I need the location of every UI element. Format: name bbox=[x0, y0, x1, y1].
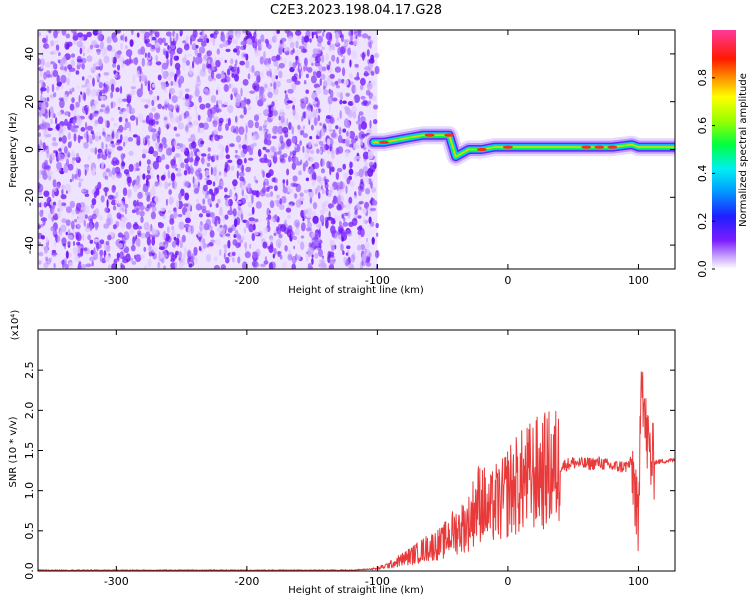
spectrogram-xtick-label: -200 bbox=[234, 274, 259, 287]
snr-ytick-label: 0.0 bbox=[23, 562, 36, 580]
snr-xtick-label: -200 bbox=[234, 575, 259, 588]
snr-multiplier: (x10⁴) bbox=[10, 310, 21, 341]
snr-xtick-label: 0 bbox=[504, 575, 511, 588]
spectrogram-xtick-label: -100 bbox=[365, 274, 390, 287]
snr-xlabel: Height of straight line (km) bbox=[288, 585, 424, 596]
colorbar-tick-label: 0.4 bbox=[696, 165, 709, 183]
spectrogram-ytick-label: 0 bbox=[23, 146, 36, 153]
snr-panel: -300 -200 -100 0 100 0.0 0.5 1.0 1.5 2.0 2.5 (x10… bbox=[8, 310, 676, 596]
snr-ytick-label: 1.0 bbox=[23, 482, 36, 500]
chart-title: C2E3.2023.198.04.17.G28 bbox=[270, 3, 442, 18]
colorbar: 0.0 0.2 0.4 0.6 0.8 Normalized spectral ampl… bbox=[696, 30, 749, 278]
colorbar-tick-label: 0.0 bbox=[696, 260, 709, 278]
spectrogram-heatmap bbox=[38, 30, 675, 269]
spectrogram-ytick-label: 40 bbox=[23, 47, 36, 61]
snr-series-line bbox=[38, 371, 675, 571]
snr-xtick-label: -100 bbox=[365, 575, 390, 588]
spectrogram-ytick-label: -20 bbox=[23, 188, 36, 206]
colorbar-label: Normalized spectral amplitude bbox=[738, 73, 749, 227]
snr-ytick-label: 2.5 bbox=[23, 361, 36, 379]
spectrogram-ytick-label: -40 bbox=[23, 236, 36, 254]
colorbar-tick-label: 0.2 bbox=[696, 212, 709, 230]
snr-ylabel: SNR (10 * v/v) bbox=[8, 416, 19, 487]
spectrogram-xtick-label: -300 bbox=[104, 274, 129, 287]
colorbar-gradient bbox=[712, 30, 736, 269]
spectrogram-xlabel: Height of straight line (km) bbox=[288, 285, 424, 296]
spectrogram-ylabel: Frequency (Hz) bbox=[8, 112, 19, 188]
colorbar-tick-label: 0.6 bbox=[696, 117, 709, 135]
spectrogram-xtick-label: 100 bbox=[628, 274, 649, 287]
snr-ytick-label: 1.5 bbox=[23, 442, 36, 460]
snr-ytick-label: 2.0 bbox=[23, 402, 36, 420]
snr-xtick-label: -300 bbox=[104, 575, 129, 588]
colorbar-tick-label: 0.8 bbox=[696, 69, 709, 87]
snr-xtick-label: 100 bbox=[628, 575, 649, 588]
spectrogram-ytick-label: 20 bbox=[23, 95, 36, 109]
snr-ytick-label: 0.5 bbox=[23, 522, 36, 540]
spectrogram-xtick-label: 0 bbox=[504, 274, 511, 287]
